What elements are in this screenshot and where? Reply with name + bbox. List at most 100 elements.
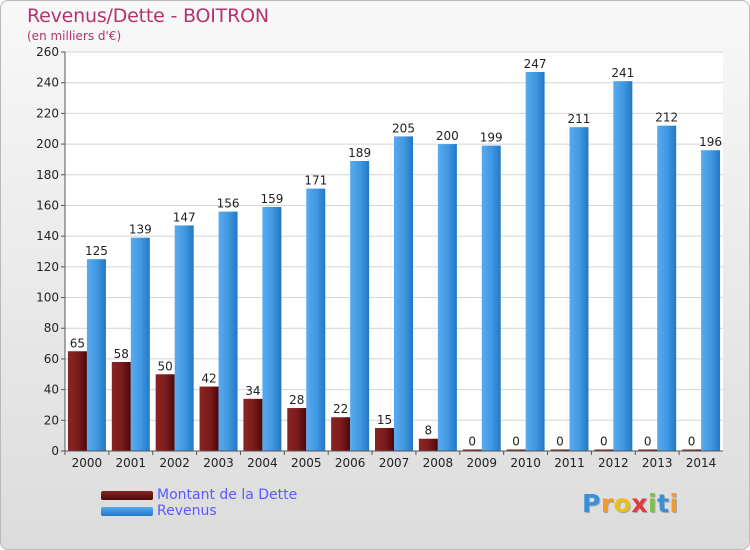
debt-bar [287, 408, 307, 451]
x-tick-label: 2013 [642, 456, 673, 470]
logo-letter: x [631, 489, 648, 518]
debt-data-label: 58 [114, 347, 129, 361]
x-tick-label: 2003 [203, 456, 234, 470]
logo-letter: i [669, 489, 679, 518]
debt-data-label: 34 [245, 384, 260, 398]
debt-bar [594, 449, 614, 451]
revenue-bar [306, 188, 326, 452]
revenue-data-label: 147 [173, 210, 196, 224]
revenue-data-label: 139 [129, 223, 152, 237]
revenue-bar [394, 136, 413, 451]
revenue-data-label: 196 [699, 135, 722, 149]
debt-data-label: 28 [289, 393, 304, 407]
debt-bar [418, 438, 438, 451]
legend-swatch-debt [101, 490, 153, 500]
debt-data-label: 15 [377, 413, 392, 427]
revenue-data-label: 200 [436, 129, 459, 143]
debt-data-label: 8 [425, 424, 433, 438]
debt-bar [550, 449, 570, 451]
y-tick-label: 260 [36, 45, 59, 59]
x-tick-label: 2002 [159, 456, 190, 470]
revenue-data-label: 171 [304, 174, 327, 188]
x-tick-label: 2000 [72, 456, 103, 470]
debt-bar [638, 449, 658, 451]
debt-data-label: 0 [688, 435, 696, 449]
revenue-data-label: 156 [217, 197, 240, 211]
revenue-bar [350, 160, 370, 451]
chart-subtitle: (en milliers d'€) [27, 29, 122, 43]
debt-bar [331, 417, 351, 451]
logo-letter: t [657, 489, 670, 518]
debt-data-label: 0 [512, 435, 520, 449]
revenue-bar [218, 211, 238, 451]
y-tick-label: 240 [36, 76, 59, 90]
x-tick-label: 2005 [291, 456, 322, 470]
revenue-data-label: 205 [392, 121, 415, 135]
debt-data-label: 0 [644, 435, 652, 449]
x-tick-label: 2001 [116, 456, 147, 470]
legend-item-revenue: Revenus [101, 503, 297, 519]
legend-label-debt: Montant de la Dette [157, 487, 298, 503]
y-axis: 0 20 40 60 80 100 120 140 160 180 200 220 240 260 [36, 45, 66, 458]
debt-data-label: 42 [201, 372, 216, 386]
legend-item-debt: Montant de la Dette [101, 487, 297, 503]
revenue-bar [174, 225, 194, 451]
revenue-data-label: 199 [480, 131, 503, 145]
logo-letter: P [582, 489, 601, 518]
debt-bar [155, 374, 175, 451]
debt-bar [682, 449, 702, 451]
logo-letter: r [600, 489, 614, 518]
logo-letter: o [613, 489, 632, 518]
x-tick-label: 2008 [423, 456, 454, 470]
revenue-data-label: 159 [260, 192, 283, 206]
debt-data-label: 50 [158, 359, 173, 373]
debt-data-label: 0 [468, 435, 476, 449]
debt-data-label: 65 [70, 336, 85, 350]
proxiti-logo: Proxiti [582, 489, 679, 518]
debt-data-label: 0 [600, 435, 608, 449]
legend-swatch-revenue [101, 506, 153, 516]
debt-bar [111, 361, 131, 451]
revenue-data-label: 247 [524, 57, 547, 71]
x-tick-label: 2009 [466, 456, 497, 470]
x-tick-label: 2004 [247, 456, 278, 470]
chart-title: Revenus/Dette - BOITRON [27, 5, 269, 27]
revenue-bar [130, 237, 150, 451]
bars: 65 125 58 139 50 147 42 156 34 159 28 171 22 189 15 205… [67, 57, 722, 452]
revenue-data-label: 211 [568, 112, 591, 126]
revenue-bar [86, 259, 106, 451]
x-tick-label: 2011 [554, 456, 585, 470]
x-axis: 2000 2001 2002 2003 2004 2005 2006 2007 2008 2009… [64, 450, 723, 470]
x-tick-label: 2010 [510, 456, 541, 470]
x-tick-label: 2012 [598, 456, 629, 470]
revenue-bar [613, 81, 633, 452]
y-tick-label: 40 [44, 383, 59, 397]
debt-bar [462, 449, 482, 451]
y-tick-label: 60 [44, 352, 59, 366]
y-tick-label: 100 [36, 291, 59, 305]
revenue-bar [569, 127, 589, 451]
revenue-data-label: 189 [348, 146, 371, 160]
debt-bar [67, 351, 87, 451]
debt-bar [243, 398, 263, 451]
debt-bar [199, 386, 219, 451]
debt-data-label: 22 [333, 402, 348, 416]
y-tick-label: 20 [44, 413, 59, 427]
legend-label-revenue: Revenus [157, 503, 217, 519]
revenue-bar [262, 206, 282, 451]
revenue-data-label: 241 [611, 66, 634, 80]
y-tick-label: 180 [36, 168, 59, 182]
y-tick-label: 160 [36, 198, 59, 212]
revenue-bar [437, 144, 457, 452]
y-tick-label: 140 [36, 229, 59, 243]
debt-data-label: 0 [556, 435, 564, 449]
logo-letter: i [648, 489, 658, 518]
debt-bar [506, 449, 526, 451]
x-tick-label: 2007 [379, 456, 410, 470]
revenue-bar [525, 71, 545, 451]
revenue-data-label: 125 [85, 244, 108, 258]
revenue-bar [701, 150, 721, 451]
y-tick-label: 120 [36, 260, 59, 274]
